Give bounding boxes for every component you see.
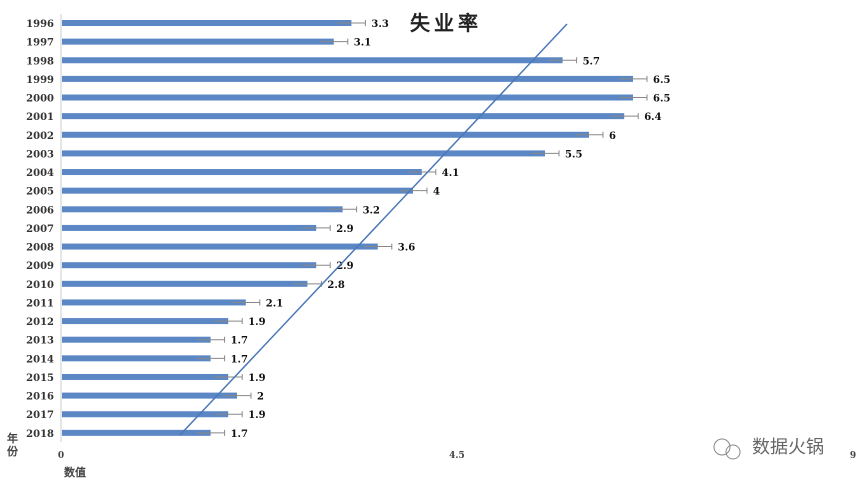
- data-label: 6: [609, 131, 616, 142]
- bar: [62, 429, 211, 436]
- bar: [62, 94, 633, 101]
- watermark: 数据火锅: [713, 437, 824, 460]
- data-label: 3.6: [398, 243, 415, 254]
- bar: [62, 280, 308, 287]
- data-label: 2.1: [266, 298, 283, 309]
- y-tick-label: 2004: [26, 168, 54, 179]
- x-tick-label: 9: [850, 451, 856, 461]
- data-label: 1.9: [248, 317, 265, 328]
- bar: [62, 411, 229, 418]
- bar: [62, 169, 422, 176]
- data-label: 2.9: [336, 261, 353, 272]
- y-tick-label: 2002: [26, 131, 54, 142]
- data-label: 2.9: [336, 224, 353, 235]
- y-tick-label: 2017: [26, 410, 54, 421]
- bar: [62, 57, 563, 64]
- bar: [62, 392, 237, 399]
- bar: [62, 113, 625, 120]
- y-tick-label: 2015: [26, 373, 54, 384]
- data-label: 1.9: [248, 410, 265, 421]
- data-label: 1.7: [231, 354, 248, 365]
- y-tick-label: 2006: [26, 205, 54, 216]
- y-tick-label: 2003: [26, 149, 54, 160]
- y-tick-label: 2018: [26, 429, 54, 440]
- data-label: 4: [433, 187, 440, 198]
- bar: [62, 262, 317, 269]
- y-tick-label: 1997: [26, 38, 54, 49]
- y-tick-label: 2005: [26, 187, 54, 198]
- y-tick-label: 2000: [26, 94, 54, 105]
- x-axis-label: 数值: [64, 465, 86, 479]
- y-tick-label: 2010: [26, 280, 54, 291]
- y-tick-label: 2011: [26, 298, 54, 309]
- data-label: 4.1: [442, 168, 459, 179]
- bar: [62, 150, 545, 157]
- bar: [62, 75, 633, 82]
- y-tick-label: 2016: [26, 392, 54, 403]
- data-label: 2.8: [327, 280, 344, 291]
- bar: [62, 243, 378, 250]
- bar: [62, 355, 211, 362]
- y-tick-label: 2008: [26, 243, 54, 254]
- trendline: [179, 23, 568, 436]
- data-label: 5.7: [583, 56, 600, 67]
- bar: [62, 187, 413, 194]
- data-label: 6.5: [653, 75, 670, 86]
- data-label: 6.4: [644, 112, 661, 123]
- bar: [62, 131, 589, 138]
- y-tick-label: 1996: [26, 19, 54, 30]
- data-label: 1.9: [248, 373, 265, 384]
- bar: [62, 206, 343, 213]
- data-label: 1.7: [231, 429, 248, 440]
- data-label: 3.2: [363, 205, 380, 216]
- data-label: 1.7: [231, 336, 248, 347]
- bar: [62, 336, 211, 343]
- wechat-icon: [713, 438, 731, 456]
- y-tick-label: 2012: [26, 317, 54, 328]
- bar: [62, 373, 229, 380]
- bar: [62, 318, 229, 325]
- x-tick-label: 0: [58, 451, 64, 461]
- data-label: 2: [257, 392, 264, 403]
- y-tick-label: 2009: [26, 261, 54, 272]
- data-label: 3.1: [354, 38, 371, 49]
- bar: [62, 20, 352, 26]
- bar: [62, 299, 246, 306]
- x-tick-label: 4.5: [449, 451, 465, 461]
- y-tick-label: 2014: [26, 354, 54, 365]
- y-tick-label: 2013: [26, 336, 54, 347]
- y-tick-label: 2007: [26, 224, 54, 235]
- y-tick-label: 1999: [26, 75, 54, 86]
- watermark-text: 数据火锅: [752, 437, 824, 458]
- data-label: 3.3: [371, 19, 388, 30]
- data-label: 5.5: [565, 149, 582, 160]
- y-tick-label: 1998: [26, 56, 54, 67]
- chart-title: 失业率: [410, 11, 482, 35]
- bar: [62, 224, 317, 231]
- y-axis-label: 年份: [7, 431, 19, 458]
- bar: [62, 38, 334, 45]
- data-label: 6.5: [653, 94, 670, 105]
- y-tick-label: 2001: [26, 112, 54, 123]
